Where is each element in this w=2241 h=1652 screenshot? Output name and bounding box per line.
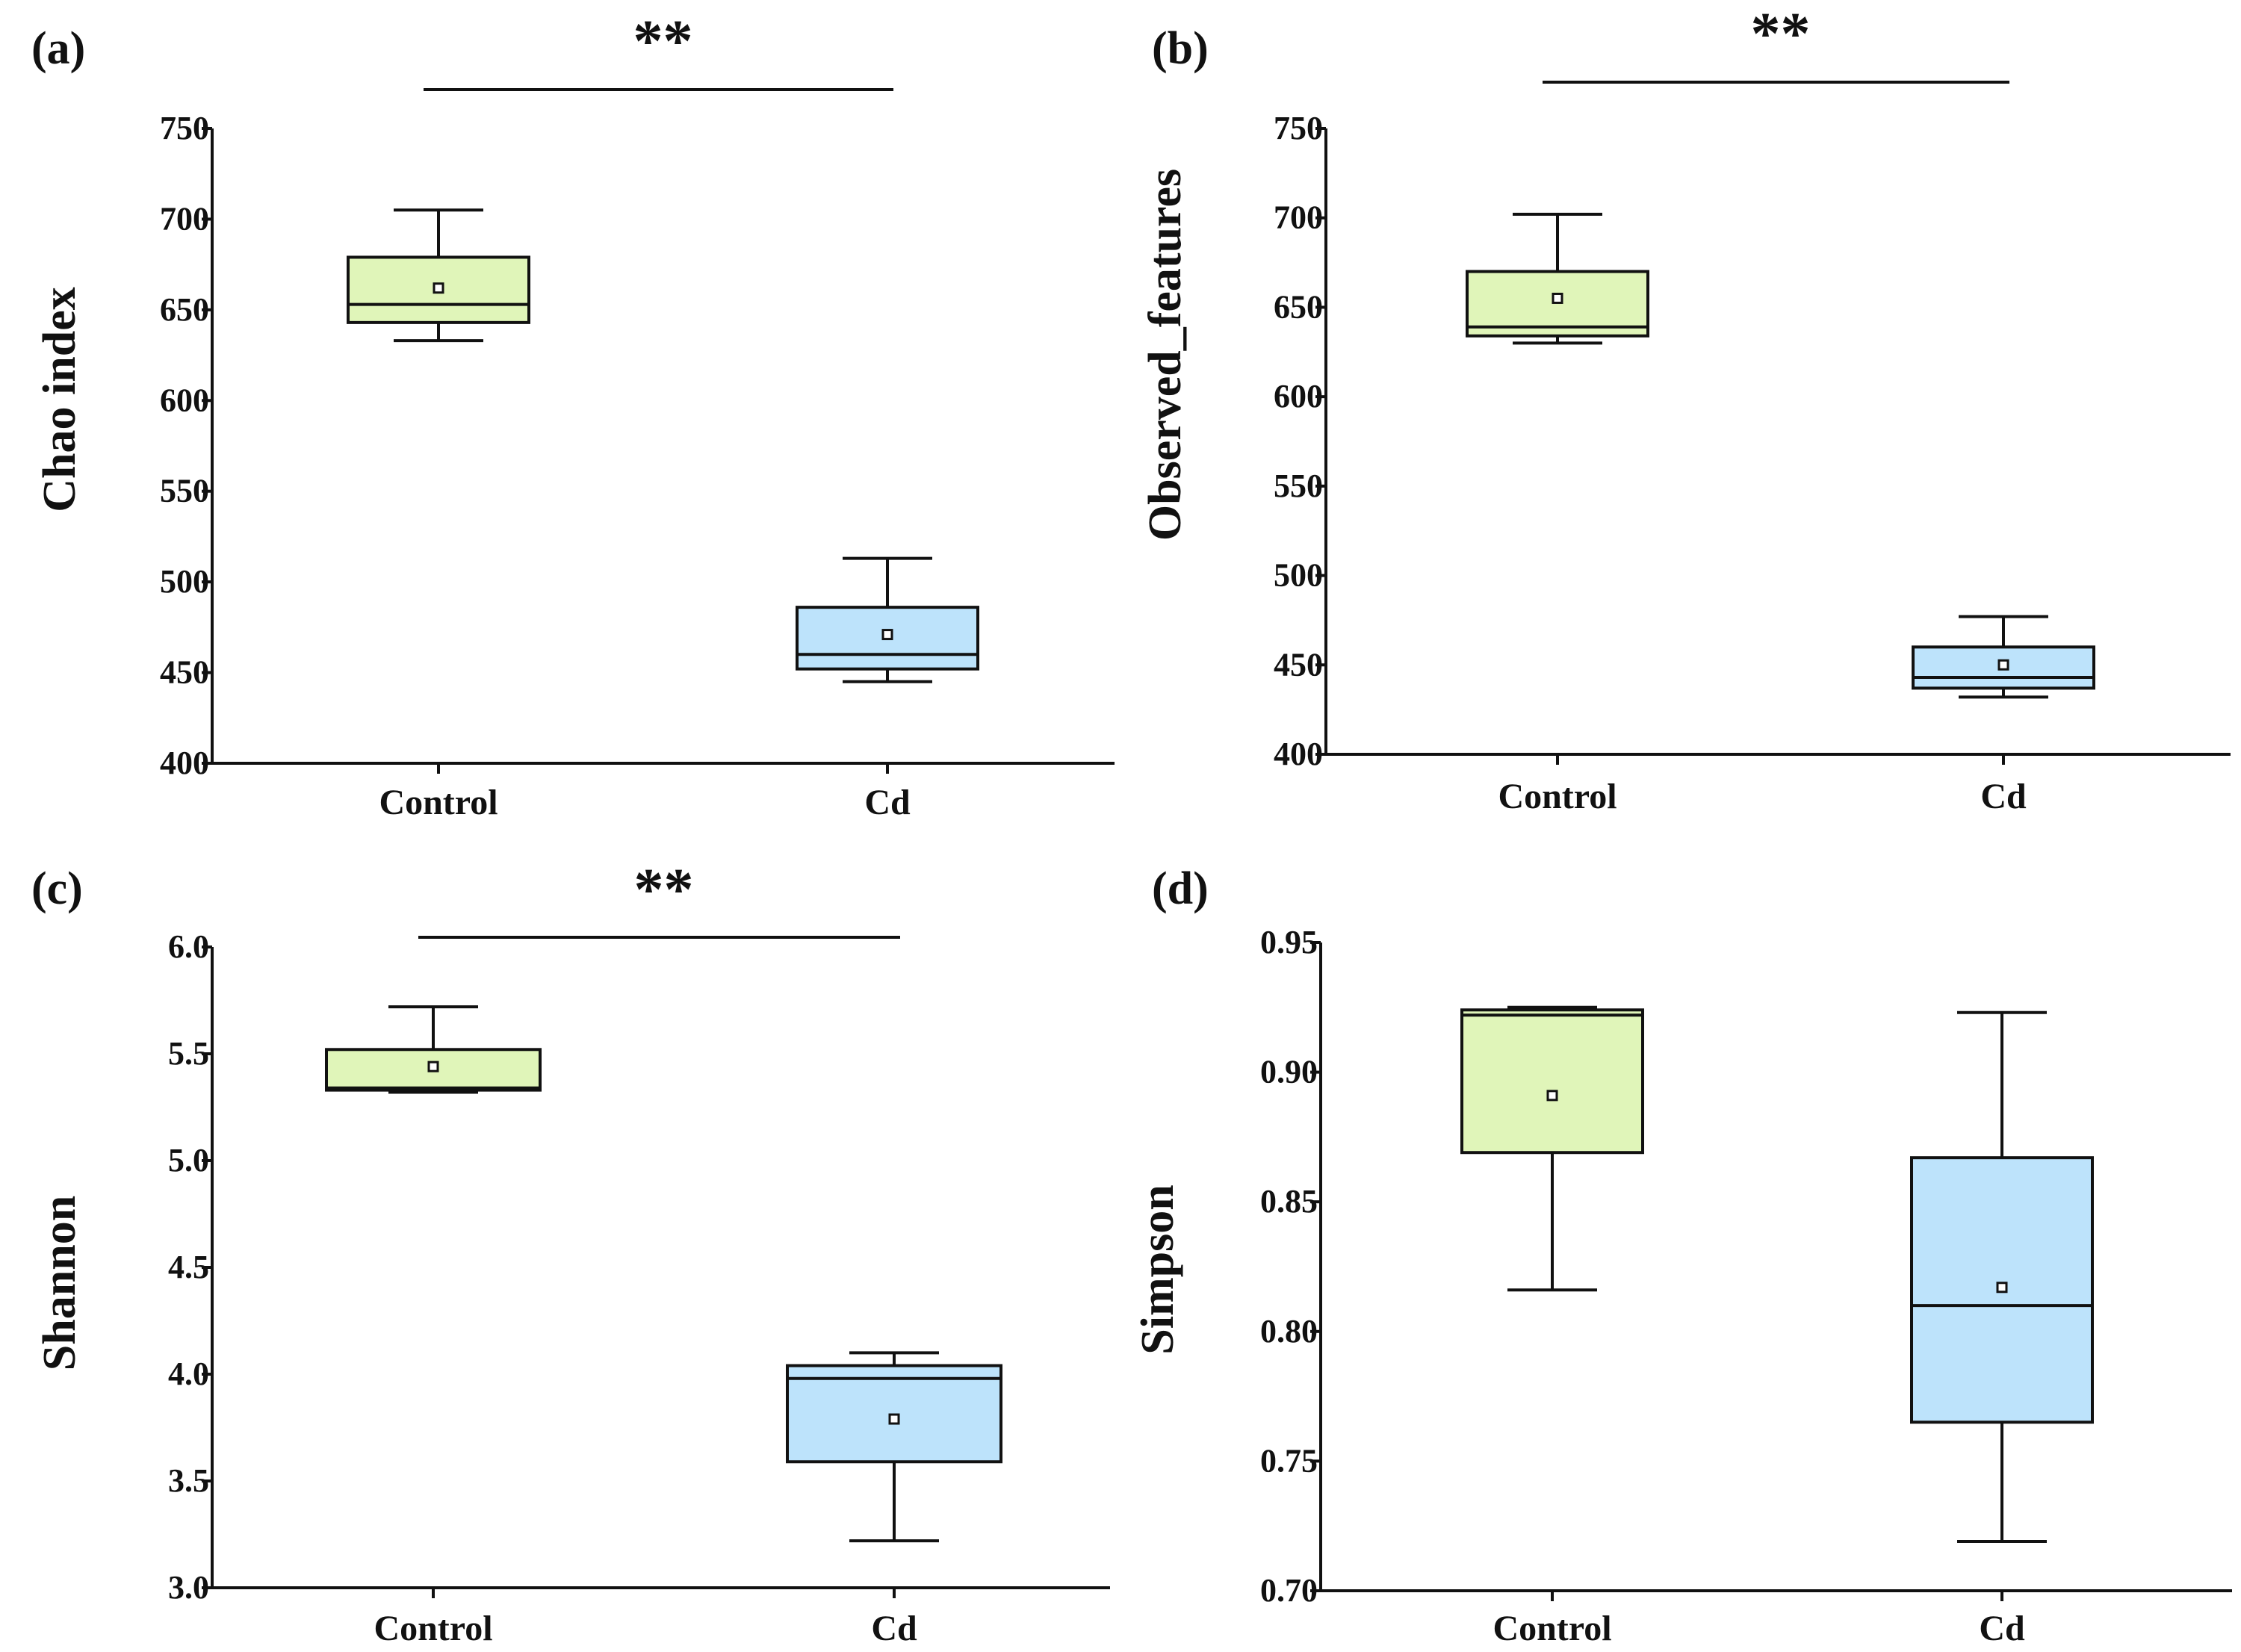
- y-tick-label: 5.5: [168, 1035, 209, 1072]
- panel-label: (b): [1152, 23, 1209, 74]
- box-cd: [786, 1351, 1002, 1543]
- y-tick-label: 0.70: [1260, 1572, 1318, 1609]
- x-tick-label: Cd: [871, 1609, 917, 1648]
- panel-c-shannon: (c) 3.0 3.5 4.0 4.5 5.0 5.5 6.0 Shannon Control Cd…: [31, 857, 1110, 1648]
- y-tick-label: 450: [1274, 646, 1323, 683]
- y-tick-label: 0.85: [1260, 1183, 1318, 1220]
- y-tick-label: 0.90: [1260, 1054, 1318, 1090]
- mean-marker: [1997, 659, 2009, 671]
- x-tick-label: Control: [379, 783, 498, 822]
- panel-label: (a): [31, 23, 85, 74]
- x-tick-label: Cd: [1979, 1609, 2025, 1648]
- y-tick-label: 0.75: [1260, 1442, 1318, 1479]
- y-tick-label: 750: [160, 110, 209, 146]
- y-tick-label: 700: [1274, 199, 1323, 236]
- y-tick-label: 600: [160, 382, 209, 418]
- y-tick-label: 6.0: [168, 928, 209, 965]
- mean-marker: [433, 282, 444, 294]
- x-tick-label: Control: [374, 1609, 492, 1648]
- box-control: [347, 208, 530, 343]
- y-tick-label: 3.0: [168, 1569, 209, 1606]
- y-tick-label: 4.0: [168, 1356, 209, 1392]
- y-axis-label: Simpson: [1132, 1184, 1183, 1354]
- y-tick-label: 500: [160, 563, 209, 600]
- y-tick-label: 3.5: [168, 1462, 209, 1499]
- box-control: [1460, 1005, 1644, 1292]
- x-tick-label: Cd: [864, 783, 911, 822]
- y-axis-label: Shannon: [34, 1196, 85, 1370]
- y-tick-label: 650: [1274, 288, 1323, 325]
- y-tick-label: 650: [160, 291, 209, 328]
- mean-marker: [427, 1061, 439, 1072]
- mean-marker: [1552, 292, 1563, 304]
- box-cd: [1912, 615, 2095, 699]
- x-tick-label: Cd: [1980, 777, 2027, 816]
- box-iqr: [1912, 645, 2095, 690]
- y-axis-label: Chao index: [34, 287, 85, 512]
- x-tick-label: Control: [1493, 1609, 1611, 1648]
- y-tick-label: 4.5: [168, 1249, 209, 1285]
- y-tick-label: 450: [160, 654, 209, 691]
- mean-marker: [881, 629, 893, 641]
- y-tick-label: 550: [160, 473, 209, 509]
- y-tick-label: 400: [1274, 736, 1323, 772]
- box-iqr: [1460, 1008, 1644, 1155]
- significance-stars: **: [634, 857, 694, 923]
- y-tick-label: 0.80: [1260, 1313, 1318, 1350]
- panel-b-observed-features: (b) 400 450 500 550 600 650 700 750 Observed_feat…: [1140, 1, 2231, 816]
- y-tick-label: 500: [1274, 557, 1323, 594]
- box-cd: [1910, 1010, 2094, 1544]
- y-tick-label: 0.95: [1260, 924, 1318, 960]
- y-tick-label: 600: [1274, 378, 1323, 414]
- y-tick-label: 5.0: [168, 1142, 209, 1179]
- significance-stars: **: [633, 9, 693, 75]
- mean-marker: [1546, 1090, 1558, 1102]
- y-tick-label: 750: [1274, 110, 1323, 146]
- y-axis-label: Observed_features: [1140, 169, 1191, 541]
- x-tick-label: Control: [1498, 777, 1617, 816]
- panel-d-simpson: (d) 0.70 0.75 0.80 0.85 0.90 0.95 Simpson Contro…: [1132, 863, 2232, 1648]
- mean-marker: [1996, 1282, 2008, 1294]
- panel-label: (c): [31, 863, 83, 914]
- panel-label: (d): [1152, 863, 1209, 914]
- y-tick-label: 400: [160, 745, 209, 781]
- mean-marker: [888, 1413, 900, 1425]
- significance-stars: **: [1751, 1, 1811, 67]
- y-tick-label: 550: [1274, 468, 1323, 504]
- panel-a-chao-index: (a) 400 450 500 550 600 650 700 750 Chao index Con…: [31, 9, 1115, 822]
- box-cd: [796, 556, 979, 683]
- box-control: [325, 1005, 542, 1094]
- box-control: [1466, 212, 1649, 345]
- y-tick-label: 700: [160, 200, 209, 237]
